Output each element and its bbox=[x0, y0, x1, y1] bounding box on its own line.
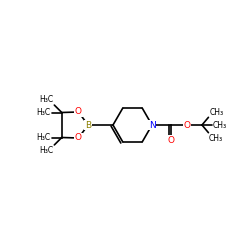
Text: O: O bbox=[184, 120, 190, 130]
Text: H₃C: H₃C bbox=[39, 146, 53, 155]
Text: O: O bbox=[167, 136, 174, 145]
Text: CH₃: CH₃ bbox=[210, 108, 224, 116]
Text: B: B bbox=[85, 120, 91, 130]
Text: CH₃: CH₃ bbox=[213, 120, 227, 130]
Text: CH₃: CH₃ bbox=[209, 134, 223, 143]
Text: H₃C: H₃C bbox=[39, 95, 53, 104]
Text: H₃C: H₃C bbox=[36, 133, 50, 142]
Text: N: N bbox=[148, 120, 156, 130]
Text: O: O bbox=[75, 134, 82, 142]
Text: O: O bbox=[75, 108, 82, 116]
Text: H₃C: H₃C bbox=[36, 108, 50, 117]
